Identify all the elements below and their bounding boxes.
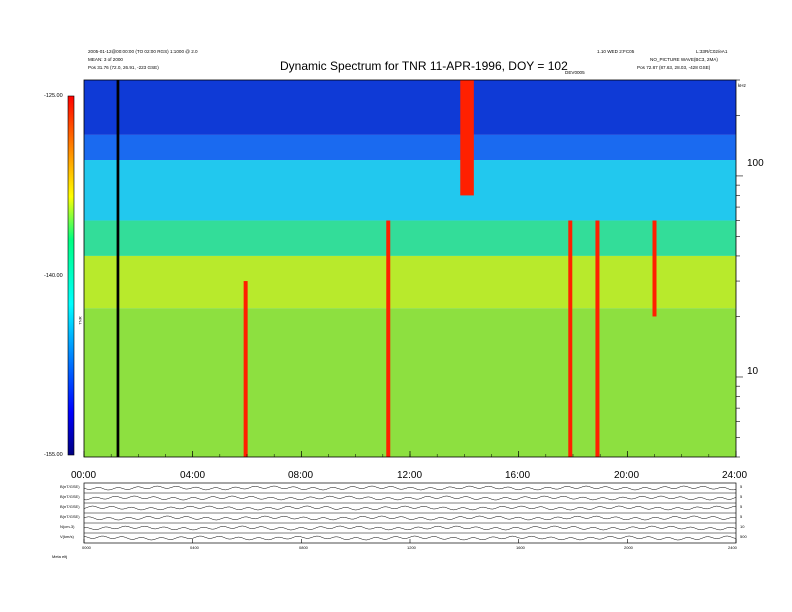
header-left-line3: Pos 31.76 (72.0, 26.91, -223 GSE) <box>88 65 159 70</box>
x-tick-label: 08:00 <box>288 470 314 481</box>
panel-footer-label: Meta eltj <box>52 554 68 559</box>
panel-label: B(nT/GSE) <box>60 484 80 489</box>
panel-right-label: 10 <box>740 524 745 529</box>
spectrum-band <box>84 308 736 457</box>
panel-x-tick-label: 0000 <box>82 545 91 550</box>
spectrogram-axis <box>83 79 743 458</box>
panel-x-tick-label: 2000 <box>624 545 633 550</box>
colorbar-label: TNR <box>77 316 83 325</box>
header-right-corner: L:33R/C02/eA1 <box>696 49 728 54</box>
panel-trace <box>83 495 737 501</box>
mid-label: DEV0005 <box>565 70 585 75</box>
header-left-line1: 2005-01-12@00:00:00 (TO 02:00 RGS) 1:100… <box>88 49 198 54</box>
spectrogram <box>83 79 737 458</box>
x-tick-label: 24:00 <box>722 470 748 481</box>
y-tick-label-100: 100 <box>747 158 764 169</box>
panel-right-label: 500 <box>740 534 747 539</box>
panel-x-tick-label: 0800 <box>299 545 308 550</box>
spectrum-feature <box>652 220 657 317</box>
y-tick-label-10: 10 <box>747 366 759 377</box>
colorbar <box>67 95 75 456</box>
panel-x-tick-label: 1600 <box>516 545 525 550</box>
spectrum-feature <box>460 80 474 196</box>
colorbar-tick-label: -125.00 <box>44 93 63 99</box>
panel-label: B(nT/GSE) <box>60 504 80 509</box>
colorbar-tick-label: -140.00 <box>44 273 63 279</box>
x-tick-label: 04:00 <box>180 470 206 481</box>
panel-right-label: 5 <box>740 514 743 519</box>
panel-label: B(nT/GSE) <box>60 494 80 499</box>
spectrum-feature <box>595 220 600 457</box>
panel-x-tick-label: 2400 <box>728 545 737 550</box>
x-tick-label: 20:00 <box>614 470 640 481</box>
panel-trace <box>83 525 737 531</box>
header-right-line2: NO_PICTURE WAVE(BC3, 2MA) <box>650 57 718 62</box>
timeseries-panels <box>83 482 737 544</box>
header-left-line2: MEAN: 3 of 2000 <box>88 57 123 62</box>
spectrum-band <box>84 80 736 135</box>
header-right-center: 1.10 WED 2:FC05 <box>597 49 635 54</box>
chart-title: Dynamic Spectrum for TNR 11-APR-1996, DO… <box>280 59 568 73</box>
spectrum-feature <box>243 281 248 457</box>
x-tick-label: 16:00 <box>505 470 531 481</box>
spectrum-feature <box>116 80 120 457</box>
panel-label: N(cm-3) <box>60 524 75 529</box>
panel-x-tick-label: 0400 <box>190 545 199 550</box>
x-tick-label: 00:00 <box>71 470 97 481</box>
header-right-line3: Pos 72.87 (87.63, 28.03, -428 GSE) <box>637 65 711 70</box>
colorbar-tick-label: -155.00 <box>44 452 63 458</box>
panel-right-label: 5 <box>740 494 743 499</box>
panel-right-label: 5 <box>740 504 743 509</box>
x-tick-label: 12:00 <box>397 470 423 481</box>
panel-label: V(km/s) <box>60 534 74 539</box>
panel-trace <box>83 505 737 511</box>
panel-trace <box>83 535 737 541</box>
spectrum-feature <box>386 220 391 457</box>
spectrum-band <box>84 255 736 309</box>
spectrum-band <box>84 134 736 161</box>
spectrum-band <box>84 220 736 256</box>
spectrum-band <box>84 160 736 221</box>
panel-label: B(nT/GSE) <box>60 514 80 519</box>
panel-trace <box>83 485 737 491</box>
panel-right-label: 5 <box>740 484 743 489</box>
spectrum-feature <box>568 220 573 457</box>
panel-x-tick-label: 1200 <box>407 545 416 550</box>
khz-unit-label: kHz <box>738 83 746 88</box>
panel-trace <box>83 515 737 521</box>
